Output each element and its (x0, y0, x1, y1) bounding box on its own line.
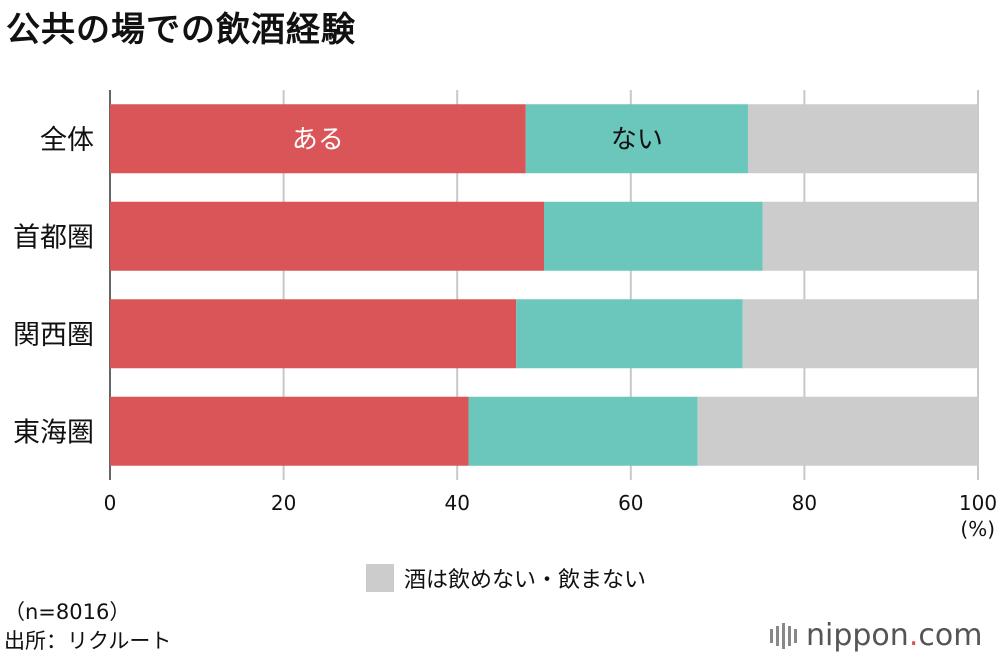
legend-swatch (366, 564, 394, 592)
chart-title: 公共の場での飲酒経験 (6, 10, 356, 50)
category-label: 全体 (40, 125, 94, 156)
legend-label: 酒は飲めない・飲まない (404, 568, 647, 593)
sample-size-note: （n=8016） (4, 600, 131, 624)
category-label: 関西圏 (13, 320, 94, 351)
bar-segment (762, 201, 978, 271)
bar-segments (110, 104, 978, 466)
bar-segment (697, 396, 978, 466)
bar-segment (516, 299, 743, 369)
footnote: （n=8016） 出所：リクルート (4, 598, 171, 656)
segment-labels: ある ない (292, 125, 663, 155)
bar-segment (110, 104, 526, 174)
category-label: 東海圏 (13, 417, 94, 448)
bar-segment (747, 104, 978, 174)
bar-segment (110, 201, 544, 271)
source-note: 出所：リクルート (4, 629, 172, 653)
bar-segment (544, 201, 763, 271)
x-tick-label: 80 (792, 491, 817, 515)
x-tick-labels: 0 20 40 60 80 100 (104, 491, 997, 515)
logo-mark-icon (770, 622, 800, 649)
x-tick-label: 100 (959, 491, 997, 515)
logo-text: nippon (806, 618, 909, 653)
x-axis-unit: (%) (960, 517, 995, 541)
x-tick-label: 60 (618, 491, 643, 515)
bar-segment (468, 396, 698, 466)
bar-segment (110, 396, 469, 466)
category-label: 首都圏 (13, 222, 94, 253)
x-tick-label: 20 (271, 491, 296, 515)
nippon-logo: nippon. com (770, 618, 982, 653)
segment-label: ある (292, 125, 344, 155)
bar-segment (742, 299, 978, 369)
bar-segment (525, 104, 748, 174)
bar-segment (110, 299, 517, 369)
logo-dot: . (908, 618, 919, 653)
x-tick-label: 40 (444, 491, 469, 515)
legend: 酒は飲めない・飲まない (366, 562, 646, 594)
logo-suffix: com (918, 618, 983, 653)
segment-label: ない (611, 125, 663, 155)
x-tick-label: 0 (104, 491, 117, 515)
